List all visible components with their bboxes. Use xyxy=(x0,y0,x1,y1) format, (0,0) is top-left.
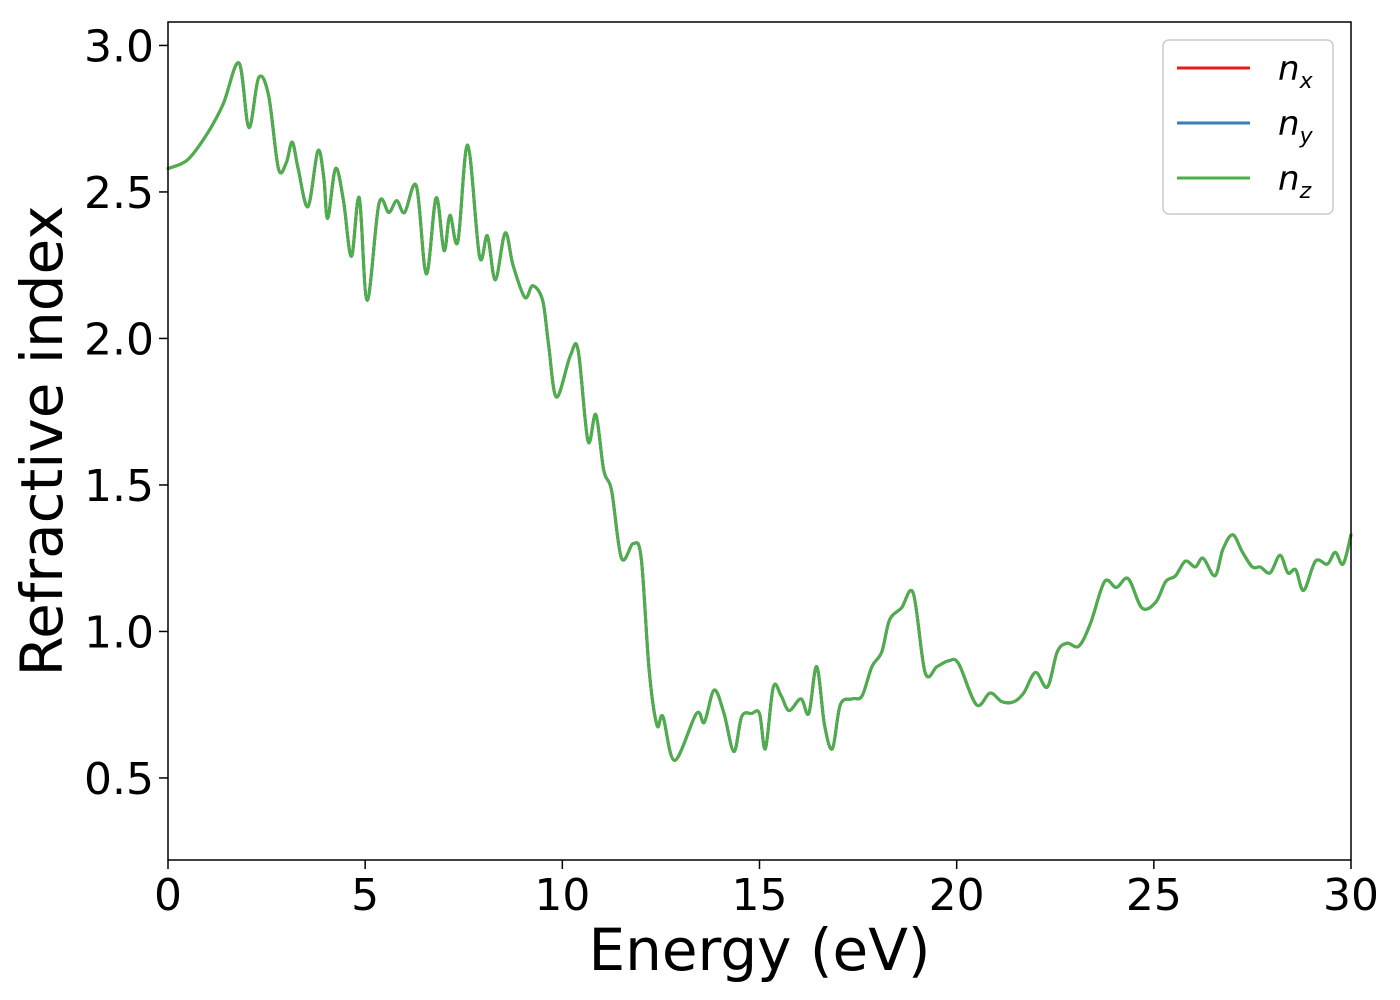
y-tick-label: 1.5 xyxy=(84,461,154,512)
legend-box xyxy=(1162,39,1334,215)
legend-label-nz: nz xyxy=(1278,159,1312,204)
x-tick-label: 20 xyxy=(929,870,985,921)
series-layer xyxy=(166,61,1353,762)
legend-base: n xyxy=(1278,159,1300,199)
x-axis: 0 5 10 15 20 25 30 xyxy=(154,860,1379,921)
y-tick-label: 2.0 xyxy=(84,314,154,365)
legend-subscript: x xyxy=(1299,69,1314,94)
y-tick-label: 2.5 xyxy=(84,168,154,219)
legend-base: n xyxy=(1278,104,1300,144)
y-tick-label: 1.0 xyxy=(84,607,154,658)
x-tick-label: 10 xyxy=(534,870,590,921)
series-line-nz xyxy=(166,61,1353,762)
x-tick-label: 5 xyxy=(351,870,379,921)
y-tick-label: 3.0 xyxy=(84,21,154,72)
legend-label-ny: ny xyxy=(1278,104,1314,149)
legend-base: n xyxy=(1278,49,1300,89)
x-tick-label: 15 xyxy=(732,870,788,921)
x-tick-label: 30 xyxy=(1323,870,1379,921)
legend-label-nx: nx xyxy=(1278,49,1314,94)
legend-subscript: y xyxy=(1299,124,1314,149)
legend-subscript: z xyxy=(1299,179,1312,204)
x-tick-label: 0 xyxy=(154,870,182,921)
y-axis-label: Refractive index xyxy=(8,205,76,676)
y-axis: 0.5 1.0 1.5 2.0 2.5 3.0 xyxy=(84,21,168,805)
x-axis-label: Energy (eV) xyxy=(588,916,930,984)
y-tick-label: 0.5 xyxy=(84,754,154,805)
x-tick-label: 25 xyxy=(1126,870,1182,921)
